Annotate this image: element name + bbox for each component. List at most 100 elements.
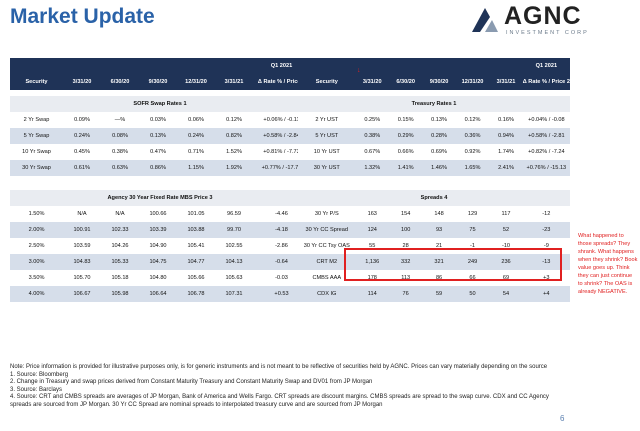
value-cell: 59 <box>422 286 456 302</box>
value-cell: 113 <box>388 270 423 286</box>
period-label: Q1 2021 <box>253 58 310 74</box>
value-cell: 76 <box>388 286 423 302</box>
value-cell: 1.46% <box>422 160 456 176</box>
value-cell: 0.63% <box>101 160 139 176</box>
row-label: 5 Yr UST <box>298 128 356 144</box>
value-cell: 106.64 <box>139 286 177 302</box>
header-cell <box>101 58 139 74</box>
row-label: 2.50% <box>10 238 63 254</box>
change-cell: +0.58% / -2.81 <box>522 128 570 144</box>
column-header: 3/31/21 <box>215 74 253 90</box>
value-cell: 106.67 <box>63 286 101 302</box>
price-change: +3 <box>543 275 550 281</box>
value-cell: 0.82% <box>215 128 253 144</box>
column-header: 3/31/20 <box>355 74 389 90</box>
price-change: +0.53 <box>274 291 289 297</box>
row-label: 5 Yr Swap <box>10 128 63 144</box>
value-cell: 0.92% <box>455 144 490 160</box>
value-cell: N/A <box>63 206 101 222</box>
table-row: 10 Yr Swap 0.45% 0.38% 0.47% 0.71% 1.52% +0.81… <box>10 144 310 160</box>
value-cell: 99.70 <box>215 222 253 238</box>
value-cell: 105.33 <box>101 254 139 270</box>
value-cell: 100.91 <box>63 222 101 238</box>
logo-name: AGNC <box>504 2 582 30</box>
section-title: SOFR Swap Rates 1 <box>10 96 310 112</box>
column-header-row: Security 3/31/20 6/30/20 9/30/20 12/31/20 3/3… <box>10 74 310 90</box>
section-title-row: Agency 30 Year Fixed Rate MBS Price 3 <box>10 190 310 206</box>
value-cell: —% <box>101 112 139 128</box>
red-marker-icon: ↓ <box>357 67 361 74</box>
value-cell: 69 <box>489 270 523 286</box>
row-label: 30 Yr P/S <box>298 206 356 222</box>
value-cell: 0.16% <box>489 112 523 128</box>
value-cell: 102.33 <box>101 222 139 238</box>
value-cell: 28 <box>388 238 423 254</box>
price-change: -2.86 <box>275 243 288 249</box>
price-change: -2.84 <box>287 133 300 139</box>
value-cell: 1.32% <box>355 160 389 176</box>
table-row: 1.50% N/A N/A 100.66 101.05 96.59 -4.46 <box>10 206 310 222</box>
change-cell: +0.53 <box>253 286 310 302</box>
value-cell: 0.15% <box>388 112 423 128</box>
price-change: -7.24 <box>551 149 565 155</box>
row-label: 3.50% <box>10 270 63 286</box>
value-cell: 100.66 <box>139 206 177 222</box>
value-cell: 107.31 <box>215 286 253 302</box>
value-cell: 0.28% <box>422 128 456 144</box>
annotation-comment: What happened to those spreads? They shr… <box>578 233 638 295</box>
value-cell: 1.74% <box>489 144 523 160</box>
column-header: Security <box>10 74 63 90</box>
header-cell <box>298 58 356 74</box>
footnote-item: 1. Source: Bloomberg <box>10 371 69 378</box>
value-cell: 54 <box>489 286 523 302</box>
change-cell: -0.03 <box>253 270 310 286</box>
price-change: -15.13 <box>550 165 567 171</box>
footnote-item: 3. Source: Barclays <box>10 386 63 393</box>
company-logo: AGNC INVESTMENT CORP <box>468 2 638 40</box>
table-row: 5 Yr Swap 0.24% 0.08% 0.13% 0.24% 0.82% +0.58%… <box>10 128 310 144</box>
row-label: 3.00% <box>10 254 63 270</box>
price-change: -4.46 <box>275 211 288 217</box>
value-cell: 105.41 <box>177 238 215 254</box>
spacer-row <box>298 176 570 190</box>
value-cell: 103.39 <box>139 222 177 238</box>
value-cell: 104.13 <box>215 254 253 270</box>
value-cell: 106.78 <box>177 286 215 302</box>
value-cell: 332 <box>388 254 423 270</box>
header-cell <box>355 58 389 74</box>
row-label: 30 Yr CC Tsy OAS <box>298 238 356 254</box>
change-cell: -4.46 <box>253 206 310 222</box>
value-cell: 0.24% <box>63 128 101 144</box>
section-title: Agency 30 Year Fixed Rate MBS Price 3 <box>10 190 310 206</box>
value-cell: 52 <box>489 222 523 238</box>
spacer <box>298 176 570 190</box>
value-cell: 0.71% <box>177 144 215 160</box>
value-cell: 1.65% <box>455 160 490 176</box>
value-cell: 104.90 <box>139 238 177 254</box>
period-label: Q1 2021 <box>522 58 570 74</box>
price-change: -0.03 <box>275 275 288 281</box>
price-change: -12 <box>542 211 551 217</box>
row-label: 1.50% <box>10 206 63 222</box>
value-cell: 101.05 <box>177 206 215 222</box>
value-cell: 0.38% <box>101 144 139 160</box>
spacer-row <box>10 176 310 190</box>
value-cell: 104.26 <box>101 238 139 254</box>
change-cell: +0.76% / -15.13 <box>522 160 570 176</box>
value-cell: -10 <box>489 238 523 254</box>
slide-header: Market Update AGNC INVESTMENT CORP <box>0 0 640 44</box>
rate-change: +0.77% <box>261 165 281 171</box>
value-cell: 0.24% <box>177 128 215 144</box>
table-row: 2 Yr UST 0.25% 0.15% 0.13% 0.12% 0.16% +0.04% … <box>298 112 570 128</box>
section-title-row: Treasury Rates 1 <box>298 96 570 112</box>
value-cell: 104.80 <box>139 270 177 286</box>
header-cell <box>63 58 101 74</box>
row-label: CMBS AAA <box>298 270 356 286</box>
value-cell: 0.03% <box>139 112 177 128</box>
table-row: 30 Yr Swap 0.61% 0.63% 0.86% 1.15% 1.92% +0.77… <box>10 160 310 176</box>
value-cell: 1,136 <box>355 254 389 270</box>
header-cell <box>10 58 63 74</box>
value-cell: 105.63 <box>215 270 253 286</box>
value-cell: 0.25% <box>355 112 389 128</box>
row-label: 30 Yr UST <box>298 160 356 176</box>
